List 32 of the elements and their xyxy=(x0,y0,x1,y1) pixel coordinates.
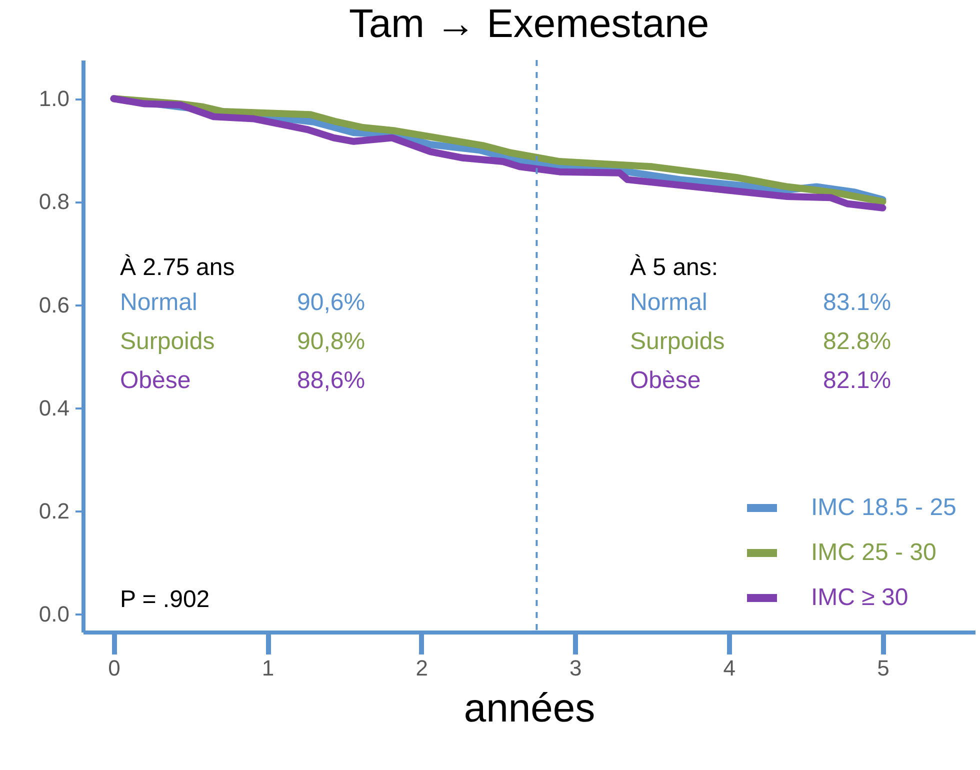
annotation: P = .902 xyxy=(120,586,210,613)
annotation: 90,8% xyxy=(297,328,366,355)
annotation: Obèse xyxy=(120,367,191,394)
annotation: 82.8% xyxy=(823,328,892,355)
annotation: Surpoids xyxy=(630,328,725,355)
annotation: 82.1% xyxy=(823,367,892,394)
x-tick-label: 0 xyxy=(108,656,120,680)
y-tick-label: 0.0 xyxy=(38,601,70,626)
y-tick-label: 0.2 xyxy=(38,498,70,524)
annotation: Normal xyxy=(630,289,708,316)
x-tick-label: 1 xyxy=(262,656,274,680)
legend-label: IMC 18.5 - 25 xyxy=(811,494,956,521)
y-tick-label: 1.0 xyxy=(38,86,70,112)
annotation: Normal xyxy=(120,289,198,316)
annotation: À 2.75 ans xyxy=(120,254,235,281)
annotation: 90,6% xyxy=(297,289,366,316)
x-tick-label: 3 xyxy=(570,656,582,680)
annotation: Surpoids xyxy=(120,328,215,355)
x-tick-label: 2 xyxy=(416,656,428,680)
annotation: À 5 ans: xyxy=(630,254,718,281)
y-tick-label: 0.6 xyxy=(38,292,70,318)
x-tick-label: 5 xyxy=(877,656,890,680)
annotation: 88,6% xyxy=(297,367,366,394)
x-tick-label: 4 xyxy=(723,656,736,680)
y-tick-label: 0.4 xyxy=(38,395,70,420)
y-tick-label: 0.8 xyxy=(38,189,70,214)
annotation: Obèse xyxy=(630,367,701,394)
legend-label: IMC 25 - 30 xyxy=(811,539,936,566)
legend-label: IMC ≥ 30 xyxy=(811,584,908,611)
x-axis-title: années xyxy=(464,686,596,730)
annotation: 83.1% xyxy=(823,289,892,316)
chart-title: Tam → Exemestane xyxy=(348,2,710,46)
